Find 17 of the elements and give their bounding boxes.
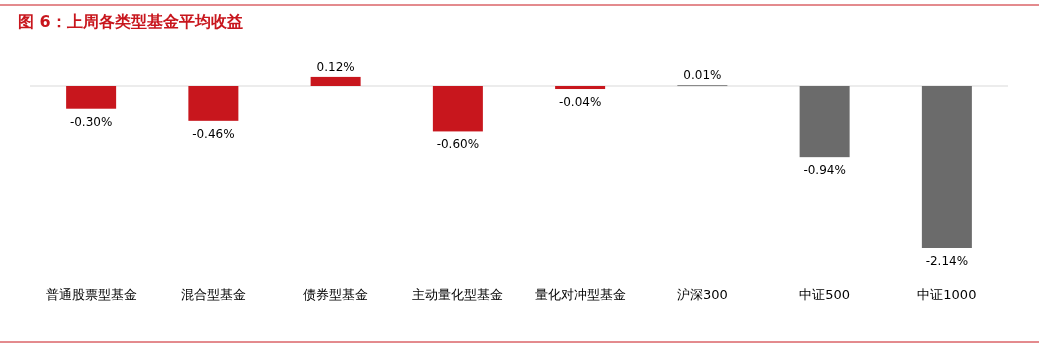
chart-title: 图 6：上周各类型基金平均收益 [18, 12, 243, 31]
x-tick-label: 中证1000 [917, 287, 977, 302]
x-tick-label: 沪深300 [676, 287, 728, 302]
data-label: -0.30% [69, 114, 113, 129]
x-tick-label: 主动量化型基金 [412, 287, 504, 302]
data-label: -0.60% [436, 137, 480, 152]
x-tick-label: 量化对冲型基金 [534, 287, 626, 302]
data-label: -0.04% [558, 95, 602, 110]
x-tick-label: 中证500 [799, 287, 851, 302]
data-label: -0.46% [192, 126, 235, 141]
x-tick-label: 债券型基金 [303, 287, 369, 302]
data-label: 0.12% [316, 59, 355, 74]
data-label: 0.01% [683, 68, 722, 83]
data-label: -0.94% [803, 163, 846, 178]
data-label: -2.14% [925, 254, 969, 268]
x-tick-label: 混合型基金 [180, 287, 246, 302]
x-tick-label: 普通股票型基金 [45, 287, 137, 302]
